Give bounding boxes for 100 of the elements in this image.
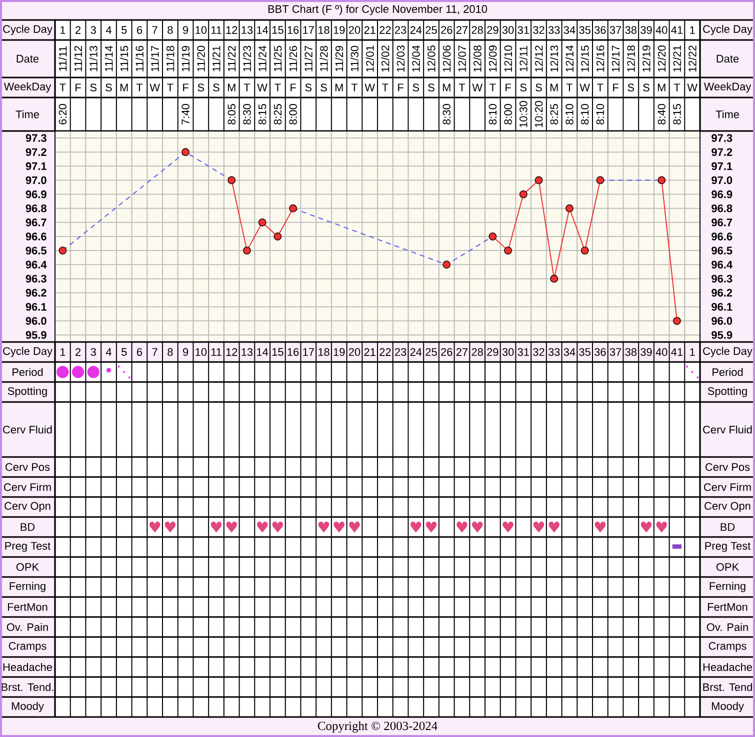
text: ♥ xyxy=(533,522,544,532)
y-tick-label: 96.9 xyxy=(26,190,46,198)
text: 11/11 xyxy=(58,46,67,71)
text: 11/27 xyxy=(304,46,312,72)
x-tick-label: 40 xyxy=(656,348,668,356)
text: S xyxy=(320,84,327,92)
text: ● xyxy=(87,366,100,378)
y-tick-label: WeekDay xyxy=(4,82,52,93)
y2-tick-label: Brst. Tend xyxy=(703,682,752,692)
y-tick-label: Cerv Opn xyxy=(4,502,50,512)
text: ♥ xyxy=(256,522,268,532)
y2-tick-label: FertMon xyxy=(708,603,748,611)
text: 11/20 xyxy=(196,46,205,72)
text: 35 xyxy=(579,26,590,34)
text: 11/12 xyxy=(74,46,82,72)
y2-tick-label: Ov. Pain xyxy=(706,622,748,632)
x-tick-label: 5 xyxy=(122,348,127,356)
text: 5 xyxy=(122,26,127,34)
text: F xyxy=(398,84,404,92)
text: 12/19 xyxy=(642,46,650,72)
text: 12/13 xyxy=(550,46,558,72)
text: 11 xyxy=(211,26,222,34)
text: 12/22 xyxy=(688,46,696,72)
text: ♥ xyxy=(640,522,652,532)
text: 27 xyxy=(456,26,468,34)
x-tick-label: 4 xyxy=(106,348,112,356)
x-tick-label: 33 xyxy=(548,348,560,356)
text: 12/11 xyxy=(519,46,528,72)
y2-tick-label: Time xyxy=(716,110,739,118)
text: 11/18 xyxy=(166,46,174,72)
text: T xyxy=(458,84,466,92)
x-tick-label: 3 xyxy=(90,348,96,356)
text: 11/30 xyxy=(350,46,358,72)
x-tick-label: 20 xyxy=(348,348,360,356)
text: 37 xyxy=(610,26,622,34)
text: 8:10 xyxy=(566,104,574,124)
text: Cycle Day xyxy=(703,346,752,358)
text: 18 xyxy=(318,26,330,34)
y-tick-label: Cramps xyxy=(8,642,46,652)
text: 21 xyxy=(364,26,376,34)
x-tick-label: 15 xyxy=(272,348,284,356)
x-tick-label: 7 xyxy=(152,348,158,356)
text: T xyxy=(382,84,388,92)
y-tick-label: 96.7 xyxy=(26,218,46,226)
y2-tick-label: 96.0 xyxy=(712,317,732,325)
text: W xyxy=(472,84,482,92)
text: S xyxy=(198,84,204,92)
text: 8:10 xyxy=(488,104,497,124)
text: 11/16 xyxy=(135,46,144,72)
text: W xyxy=(150,84,160,92)
text: 8:00 xyxy=(504,104,512,124)
x-tick-label: 12 xyxy=(226,348,238,356)
y-tick-label: 96.2 xyxy=(26,288,46,297)
text: 23 xyxy=(394,26,406,34)
text: Copyright © 2003-2024 xyxy=(318,721,438,733)
text: 22 xyxy=(380,26,391,34)
x-tick-label: 36 xyxy=(594,348,606,356)
text: 1 xyxy=(690,26,695,34)
text: 11/28 xyxy=(320,46,328,72)
text: F xyxy=(613,84,618,92)
y-tick-label: Cerv Fluid xyxy=(3,425,52,434)
text: 16 xyxy=(288,26,299,34)
text: ● xyxy=(56,366,69,378)
text: 8:40 xyxy=(658,104,666,124)
text: 12/01 xyxy=(366,46,374,72)
text: 8:25 xyxy=(550,104,558,124)
y2-tick-label: 96.4 xyxy=(712,260,732,268)
y2-tick-label: 95.9 xyxy=(712,331,732,339)
y2-tick-label: 97.2 xyxy=(712,148,732,156)
text: F xyxy=(183,84,188,92)
y-tick-label: 96.4 xyxy=(26,260,47,269)
y2-tick-label: BD xyxy=(720,523,735,531)
text: 11/15 xyxy=(120,46,128,72)
text: 17 xyxy=(303,26,314,34)
text: 12/02 xyxy=(381,46,390,72)
text: ♥ xyxy=(349,522,360,532)
text: 29 xyxy=(487,26,498,34)
text: 15 xyxy=(272,26,284,34)
y-tick-label: Spotting xyxy=(8,386,47,398)
text: 9 xyxy=(183,26,188,34)
text: 11/26 xyxy=(289,46,298,72)
text: T xyxy=(566,84,573,92)
y-tick-label: Date xyxy=(16,54,39,63)
text: 8:30 xyxy=(243,104,251,124)
x-tick-label: 34 xyxy=(564,348,576,356)
text: ♥ xyxy=(594,522,606,532)
text: M xyxy=(335,84,343,92)
y-tick-label: Time xyxy=(16,110,39,118)
text: 7 xyxy=(152,26,158,34)
text: M xyxy=(120,84,128,92)
y2-tick-label: Cerv Pos xyxy=(706,463,750,471)
text: ♥ xyxy=(318,522,330,532)
x-tick-label: 35 xyxy=(579,348,590,356)
text: S xyxy=(643,84,650,92)
text: S xyxy=(90,84,97,92)
text: 12/05 xyxy=(427,46,436,72)
y2-tick-label: 96.3 xyxy=(712,274,732,283)
text: 10:20 xyxy=(534,100,543,128)
x-tick-label: 8 xyxy=(168,348,173,356)
text: 8:25 xyxy=(274,104,282,124)
